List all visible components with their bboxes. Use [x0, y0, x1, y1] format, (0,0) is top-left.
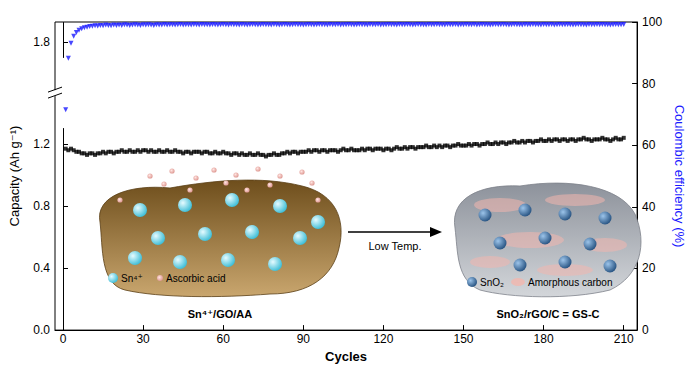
svg-text:120: 120 [373, 332, 393, 346]
svg-text:0: 0 [60, 332, 67, 346]
svg-text:90: 90 [297, 332, 311, 346]
svg-text:30: 30 [136, 332, 150, 346]
svg-text:0: 0 [642, 323, 649, 337]
svg-text:0.8: 0.8 [33, 199, 50, 213]
svg-text:1.2: 1.2 [33, 137, 50, 151]
svg-text:60: 60 [217, 332, 231, 346]
svg-text:Ascorbic acid: Ascorbic acid [166, 273, 225, 284]
svg-text:SnO₂: SnO₂ [480, 277, 504, 288]
svg-text:1.8: 1.8 [33, 35, 50, 49]
svg-text:180: 180 [534, 332, 554, 346]
svg-text:Capacity (Ah g⁻¹): Capacity (Ah g⁻¹) [7, 126, 22, 227]
svg-text:40: 40 [642, 200, 656, 214]
svg-text:Sn⁴⁺/GO/AA: Sn⁴⁺/GO/AA [188, 308, 252, 320]
svg-text:Low Temp.: Low Temp. [369, 240, 422, 252]
svg-text:20: 20 [642, 261, 656, 275]
svg-text:210: 210 [614, 332, 634, 346]
svg-text:150: 150 [454, 332, 474, 346]
svg-text:Amorphous carbon: Amorphous carbon [528, 277, 613, 288]
svg-text:Cycles: Cycles [325, 349, 367, 364]
svg-text:60: 60 [642, 138, 656, 152]
svg-text:80: 80 [642, 77, 656, 91]
svg-text:0.0: 0.0 [33, 323, 50, 337]
svg-text:SnO₂/rGO/C = GS-C: SnO₂/rGO/C = GS-C [497, 308, 600, 320]
svg-text:Sn⁴⁺: Sn⁴⁺ [121, 273, 143, 284]
svg-text:Coulombic efficiency (%): Coulombic efficiency (%) [672, 105, 687, 248]
svg-text:0.4: 0.4 [33, 261, 50, 275]
svg-text:100: 100 [642, 15, 662, 29]
